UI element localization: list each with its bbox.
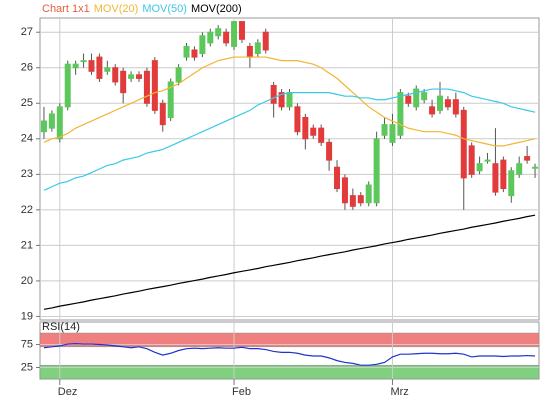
candle-body <box>294 106 301 133</box>
y-tick-label: 24 <box>21 133 33 145</box>
ma-line <box>43 88 536 191</box>
candle-body <box>452 99 459 115</box>
candle-body <box>96 56 103 79</box>
ma-line <box>43 343 536 366</box>
candle-body <box>357 195 364 204</box>
candle-body <box>80 60 87 63</box>
y-tick-label: 22 <box>21 204 33 216</box>
candle-body <box>167 81 174 118</box>
candle-body <box>397 92 404 136</box>
y-tick-label: 25 <box>21 361 33 373</box>
candle-body <box>444 99 451 108</box>
candle-body <box>104 67 111 72</box>
candle-body <box>318 127 325 143</box>
candle-body <box>143 70 150 104</box>
candle-body <box>532 166 539 169</box>
candle-body <box>326 141 333 161</box>
candle-body <box>128 74 135 79</box>
candle-body <box>159 102 166 126</box>
candle-body <box>183 45 190 58</box>
candle-body <box>468 145 475 175</box>
rsi-band <box>39 332 540 348</box>
legend-entry: Chart 1x1 <box>42 3 90 15</box>
candle-body <box>151 60 158 111</box>
candle-body <box>429 106 436 115</box>
candle-body <box>484 159 491 162</box>
y-tick-label: 20 <box>21 275 33 287</box>
candle-body <box>64 63 71 108</box>
candle-body <box>262 31 269 51</box>
candle-body <box>302 116 309 140</box>
candle-body <box>405 95 412 104</box>
candle-body <box>334 166 341 190</box>
candle-body <box>476 163 483 172</box>
candle-body <box>286 92 293 108</box>
candle-body <box>136 74 143 79</box>
candle-body <box>175 67 182 83</box>
candle-body <box>120 70 127 94</box>
legend-entry: MOV(200) <box>191 3 242 15</box>
candle-body <box>460 109 467 179</box>
candle-body <box>254 42 261 55</box>
candle-body <box>516 163 523 175</box>
candle-body <box>48 113 55 129</box>
candle-body <box>199 35 206 55</box>
candle-body <box>40 120 47 133</box>
candle-body <box>231 21 238 47</box>
candle-body <box>215 28 222 37</box>
candle-body <box>88 60 95 72</box>
legend-entry: MOV(50) <box>142 3 187 15</box>
candle-body <box>349 195 356 207</box>
rsi-band <box>39 364 540 380</box>
candle-body <box>56 106 63 140</box>
x-tick-label: Mrz <box>390 386 408 398</box>
x-tick-label: Feb <box>232 386 251 398</box>
candle-body <box>500 159 507 190</box>
candle-body <box>112 67 119 83</box>
candle-body <box>365 184 372 204</box>
candle-body <box>310 127 317 136</box>
candle-body <box>223 31 230 44</box>
ma-line <box>43 56 536 147</box>
candle-body <box>421 92 428 101</box>
x-tick-label: Dez <box>58 386 78 398</box>
candle-body <box>72 63 79 69</box>
candle-body <box>381 124 388 136</box>
candle-body <box>207 31 214 44</box>
candle-body <box>278 92 285 108</box>
candle-body <box>270 85 277 104</box>
candle-body <box>508 170 515 197</box>
y-tick-label: 21 <box>21 239 33 251</box>
candle-body <box>524 156 531 161</box>
candle-body <box>492 163 499 193</box>
y-tick-label: 75 <box>21 338 33 350</box>
candle-body <box>436 95 443 111</box>
legend-entry: MOV(20) <box>94 3 139 15</box>
y-tick-label: 23 <box>21 168 33 180</box>
y-tick-label: 27 <box>21 26 33 38</box>
candle-body <box>191 49 198 58</box>
y-tick-label: 25 <box>21 97 33 109</box>
ma-line <box>43 214 536 310</box>
candle-body <box>373 138 380 204</box>
candle-body <box>413 88 420 108</box>
candle-body <box>389 124 396 143</box>
y-tick-label: 19 <box>21 310 33 322</box>
legend-entry: RSI(14) <box>42 321 80 333</box>
y-tick-label: 26 <box>21 62 33 74</box>
candle-body <box>238 21 245 40</box>
candle-body <box>341 177 348 204</box>
candle-body <box>246 45 253 58</box>
